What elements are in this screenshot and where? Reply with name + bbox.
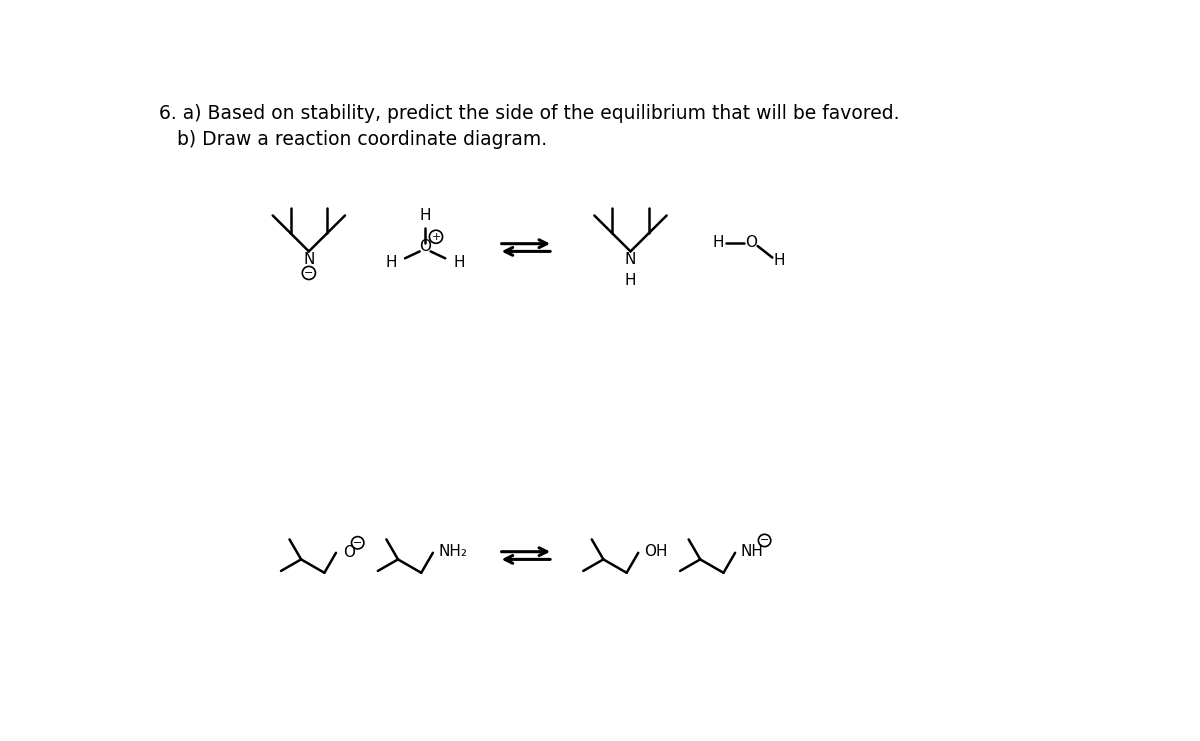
Text: b) Draw a reaction coordinate diagram.: b) Draw a reaction coordinate diagram. [178, 130, 547, 149]
Text: −: − [760, 536, 769, 545]
Text: +: + [431, 232, 440, 242]
Text: N: N [304, 252, 314, 268]
Text: O: O [419, 239, 431, 254]
Text: H: H [713, 236, 724, 250]
Text: H: H [625, 273, 636, 288]
Text: −: − [304, 268, 313, 278]
Text: NH: NH [740, 544, 763, 559]
Text: H: H [385, 256, 397, 270]
Text: −: − [353, 538, 362, 548]
Text: H: H [774, 253, 785, 268]
Text: H: H [454, 256, 464, 270]
Text: 6. a) Based on stability, predict the side of the equilibrium that will be favor: 6. a) Based on stability, predict the si… [160, 104, 900, 122]
Text: O: O [745, 236, 757, 250]
Text: NH₂: NH₂ [438, 544, 467, 559]
Text: O: O [343, 545, 355, 559]
Text: H: H [419, 208, 431, 223]
Text: N: N [625, 252, 636, 268]
Text: OH: OH [643, 544, 667, 559]
